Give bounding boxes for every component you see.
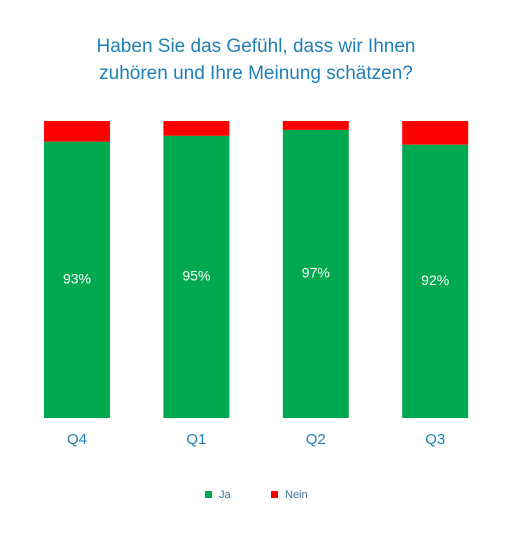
legend-label: Nein [285, 489, 308, 501]
bar-segment [402, 121, 469, 145]
x-tick-label: Q2 [306, 431, 326, 448]
x-tick-label: Q4 [67, 431, 87, 448]
bar-segment [402, 144, 469, 418]
bar-segment [44, 141, 110, 419]
bar-segment [282, 129, 349, 418]
legend-label: Ja [219, 489, 232, 501]
x-tick-label: Q1 [186, 431, 206, 448]
chart-title: zuhören und Ihre Meinung schätzen? [99, 63, 413, 84]
data-label: 95% [182, 268, 210, 284]
data-label: 92% [421, 272, 449, 288]
bar-segment [163, 135, 230, 418]
legend-swatch [205, 491, 212, 498]
data-label: 93% [63, 271, 91, 287]
data-label: 97% [302, 265, 330, 281]
bar-segment [163, 121, 230, 136]
bar-segment [44, 121, 110, 142]
bar-segment [282, 121, 349, 130]
x-tick-label: Q3 [425, 431, 445, 448]
chart-title: Haben Sie das Gefühl, dass wir Ihnen [97, 36, 416, 57]
legend-swatch [271, 491, 278, 498]
